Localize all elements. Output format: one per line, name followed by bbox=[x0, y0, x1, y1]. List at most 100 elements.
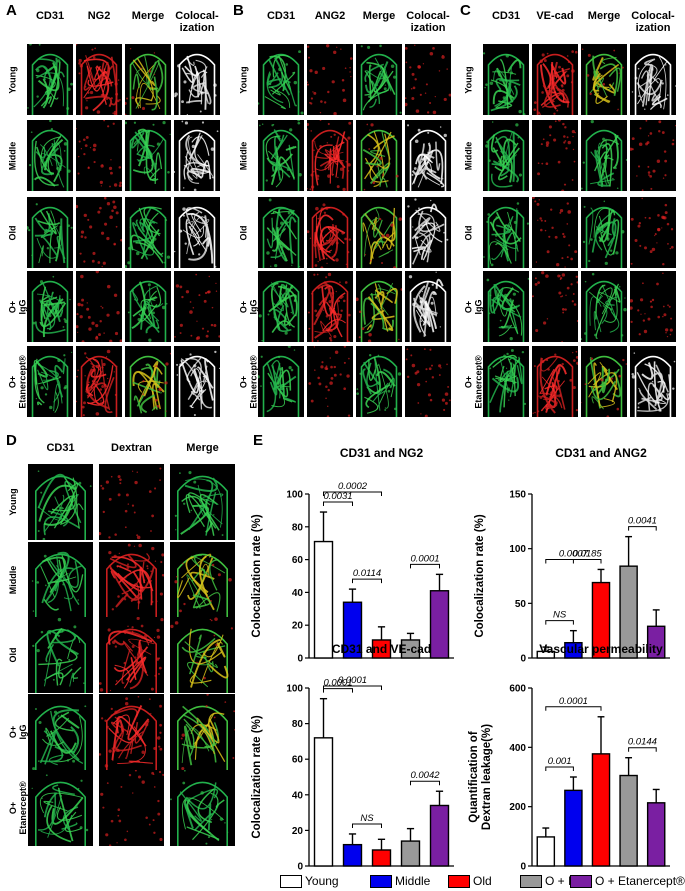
vessel-trace bbox=[373, 219, 383, 238]
signal-speck bbox=[638, 222, 642, 225]
signal-speck bbox=[137, 600, 141, 604]
signal-speck bbox=[516, 202, 520, 205]
vessel-trace bbox=[276, 134, 285, 150]
signal-speck bbox=[406, 348, 409, 351]
signal-speck bbox=[393, 215, 396, 218]
y-tick-label: 40 bbox=[292, 790, 304, 801]
signal-speck bbox=[405, 46, 408, 50]
signal-speck bbox=[443, 231, 445, 234]
tissue-outline bbox=[487, 206, 525, 268]
signal-speck bbox=[543, 321, 547, 325]
signal-speck bbox=[335, 258, 339, 262]
signal-speck bbox=[644, 108, 646, 110]
signal-speck bbox=[630, 147, 633, 151]
vessel-trace bbox=[377, 133, 390, 169]
vessel-trace bbox=[133, 227, 154, 256]
signal-speck bbox=[442, 178, 444, 180]
signal-speck bbox=[387, 389, 391, 393]
tissue-outline bbox=[262, 280, 300, 342]
bar bbox=[371, 639, 392, 659]
vessel-trace bbox=[371, 80, 381, 104]
signal-speck bbox=[545, 141, 550, 145]
signal-speck bbox=[362, 315, 365, 317]
signal-speck bbox=[147, 283, 151, 287]
signal-speck bbox=[648, 174, 650, 176]
legend-label: Old bbox=[473, 874, 492, 888]
y-tick-label: 50 bbox=[515, 599, 527, 610]
signal-speck bbox=[670, 228, 674, 231]
signal-speck bbox=[558, 65, 561, 69]
vessel-trace bbox=[54, 630, 79, 656]
signal-speck bbox=[340, 313, 342, 316]
signal-speck bbox=[333, 334, 337, 339]
signal-speck bbox=[99, 206, 102, 210]
vessel-trace bbox=[118, 730, 144, 759]
signal-speck bbox=[134, 480, 138, 485]
micrograph-tile bbox=[28, 694, 93, 770]
micrograph-tile-image bbox=[360, 123, 399, 191]
signal-speck bbox=[91, 321, 95, 325]
signal-speck bbox=[346, 374, 350, 378]
y-tick-label: 20 bbox=[292, 621, 304, 632]
vessel-trace bbox=[272, 164, 291, 178]
signal-speck bbox=[342, 187, 346, 191]
signal-speck bbox=[344, 237, 347, 241]
signal-speck bbox=[39, 280, 44, 284]
signal-speck bbox=[104, 383, 107, 387]
signal-speck bbox=[550, 208, 553, 211]
signal-speck bbox=[117, 814, 120, 817]
signal-speck bbox=[96, 110, 101, 114]
vessel-trace bbox=[189, 634, 202, 675]
vessel-trace bbox=[37, 401, 43, 406]
signal-speck bbox=[485, 83, 488, 86]
signal-speck bbox=[387, 322, 389, 324]
signal-speck bbox=[287, 295, 291, 299]
micrograph-tile bbox=[581, 346, 627, 417]
micrograph-tile-image bbox=[174, 120, 219, 191]
signal-speck bbox=[331, 231, 334, 233]
signal-speck bbox=[270, 265, 272, 267]
signal-speck bbox=[160, 560, 163, 564]
signal-speck bbox=[572, 359, 576, 362]
signal-speck bbox=[80, 303, 84, 307]
signal-speck bbox=[413, 167, 417, 170]
signal-speck bbox=[618, 285, 621, 288]
y-tick-label: 20 bbox=[292, 826, 304, 837]
signal-speck bbox=[446, 363, 448, 366]
signal-speck bbox=[335, 241, 339, 245]
micrograph-tile-image bbox=[259, 120, 302, 191]
signal-speck bbox=[494, 234, 498, 237]
signal-speck bbox=[124, 838, 127, 842]
signal-speck bbox=[325, 365, 328, 368]
signal-speck bbox=[618, 374, 622, 378]
signal-speck bbox=[630, 262, 633, 265]
micrograph-tile-image bbox=[262, 198, 301, 268]
signal-speck bbox=[611, 68, 613, 70]
column-header: Colocal- ization bbox=[175, 10, 219, 34]
tissue-outline bbox=[177, 553, 228, 618]
signal-speck bbox=[126, 566, 130, 570]
vessel-trace bbox=[34, 365, 38, 385]
vessel-trace bbox=[541, 376, 555, 392]
signal-speck bbox=[210, 147, 215, 151]
signal-speck bbox=[278, 174, 281, 176]
signal-speck bbox=[602, 82, 606, 86]
vessel-trace bbox=[93, 388, 105, 405]
micrograph-tile bbox=[630, 44, 676, 115]
vessel-trace bbox=[132, 370, 165, 393]
signal-speck bbox=[189, 310, 193, 314]
vessel-trace bbox=[131, 281, 146, 330]
signal-speck bbox=[584, 332, 587, 335]
signal-speck bbox=[310, 185, 315, 189]
signal-speck bbox=[539, 59, 543, 63]
vessel-trace bbox=[288, 144, 295, 180]
micrograph-tile bbox=[28, 770, 93, 846]
signal-speck bbox=[99, 682, 102, 685]
micrograph-tile-image bbox=[308, 346, 351, 417]
vessel-trace bbox=[490, 173, 513, 188]
p-value-label: 0.0001 bbox=[559, 696, 588, 707]
vessel-trace bbox=[39, 792, 83, 814]
signal-speck bbox=[591, 272, 595, 276]
signal-speck bbox=[639, 127, 642, 130]
vessel-trace bbox=[202, 365, 208, 383]
